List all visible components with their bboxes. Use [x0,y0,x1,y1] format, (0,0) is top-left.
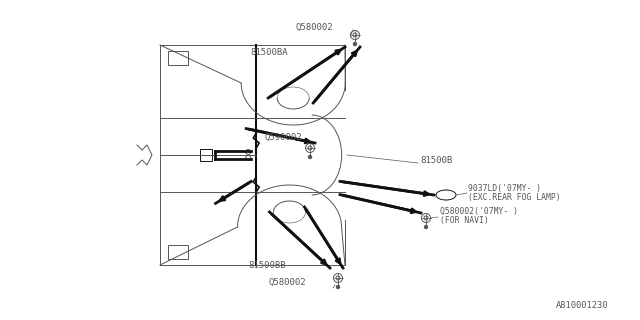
Circle shape [424,226,428,228]
Text: Q590002: Q590002 [264,133,301,142]
Circle shape [353,43,356,45]
Bar [168,245,188,259]
Text: 9037LD('07MY- ): 9037LD('07MY- ) [468,184,541,193]
Text: (FOR NAVI): (FOR NAVI) [440,216,489,225]
Text: (EXC.REAR FOG LAMP): (EXC.REAR FOG LAMP) [468,193,561,202]
Bar [200,149,212,161]
Circle shape [308,156,312,158]
Text: 81500BA: 81500BA [250,48,287,57]
Bar [168,51,188,65]
Text: A810001230: A810001230 [556,301,608,310]
Text: 81500B: 81500B [420,156,452,165]
Text: 81500BB: 81500BB [248,261,285,270]
Circle shape [337,285,339,289]
Text: Q580002('07MY- ): Q580002('07MY- ) [440,207,518,216]
Text: Q580002: Q580002 [295,23,333,32]
Text: Q580002: Q580002 [268,278,306,287]
